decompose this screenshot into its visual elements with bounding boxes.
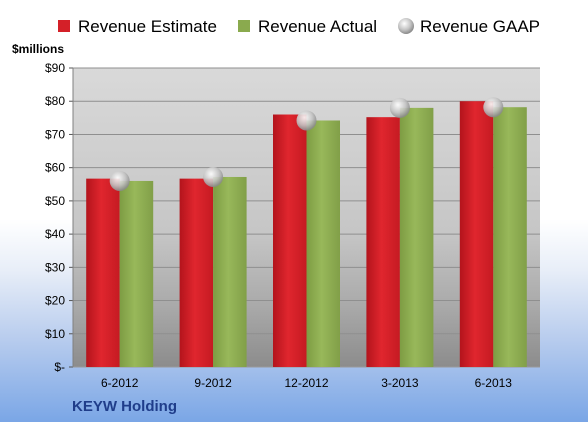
y-tick-label: $20 — [45, 294, 65, 308]
y-tick-label: $80 — [45, 94, 65, 108]
x-tick-label: 3-2013 — [381, 376, 419, 390]
gaap-marker — [109, 170, 130, 191]
x-tick-label: 6-2013 — [475, 376, 513, 390]
bar-revenue-actual — [399, 107, 434, 367]
y-axis-ticks: $- $10 $20 $30 $40 $50 $60 $70 $80 $90 — [45, 61, 74, 374]
gaap-marker — [389, 97, 410, 118]
legend-swatch-revenue-actual — [238, 20, 250, 32]
bars — [86, 101, 527, 368]
y-tick-label: $60 — [45, 161, 65, 175]
legend-label-revenue-gaap: Revenue GAAP — [420, 17, 540, 36]
legend-label-revenue-estimate: Revenue Estimate — [78, 17, 217, 36]
company-name: KEYW Holding — [72, 398, 177, 415]
legend: Revenue Estimate Revenue Actual Revenue … — [58, 17, 540, 36]
y-tick-label: $70 — [45, 127, 65, 141]
y-tick-label: $90 — [45, 61, 65, 75]
y-tick-label: $30 — [45, 260, 65, 274]
x-axis-ticks: 6-2012 9-2012 12-2012 3-2013 6-2013 — [101, 376, 512, 390]
bar-revenue-actual — [493, 107, 527, 368]
bar-revenue-estimate — [366, 117, 400, 368]
y-axis-unit-label: $millions — [12, 42, 64, 56]
x-tick-label: 6-2012 — [101, 376, 139, 390]
x-tick-label: 12-2012 — [284, 376, 328, 390]
gaap-marker — [203, 166, 224, 187]
bar-revenue-estimate — [86, 178, 120, 367]
y-tick-label: $- — [54, 360, 65, 374]
x-tick-label: 9-2012 — [194, 376, 232, 390]
bar-revenue-estimate — [179, 178, 214, 367]
legend-label-revenue-actual: Revenue Actual — [258, 17, 377, 36]
gaap-markers — [109, 97, 504, 191]
gaap-marker — [296, 110, 317, 131]
legend-swatch-revenue-estimate — [58, 20, 70, 32]
gaap-marker — [483, 97, 504, 118]
y-tick-label: $50 — [45, 194, 65, 208]
bar-revenue-actual — [306, 120, 340, 367]
bar-revenue-estimate — [273, 114, 307, 367]
y-tick-label: $40 — [45, 227, 65, 241]
y-tick-label: $10 — [45, 327, 65, 341]
bar-revenue-actual — [213, 176, 247, 367]
bar-revenue-estimate — [459, 101, 494, 367]
bar-revenue-actual — [119, 180, 154, 367]
legend-marker-revenue-gaap — [398, 18, 414, 34]
